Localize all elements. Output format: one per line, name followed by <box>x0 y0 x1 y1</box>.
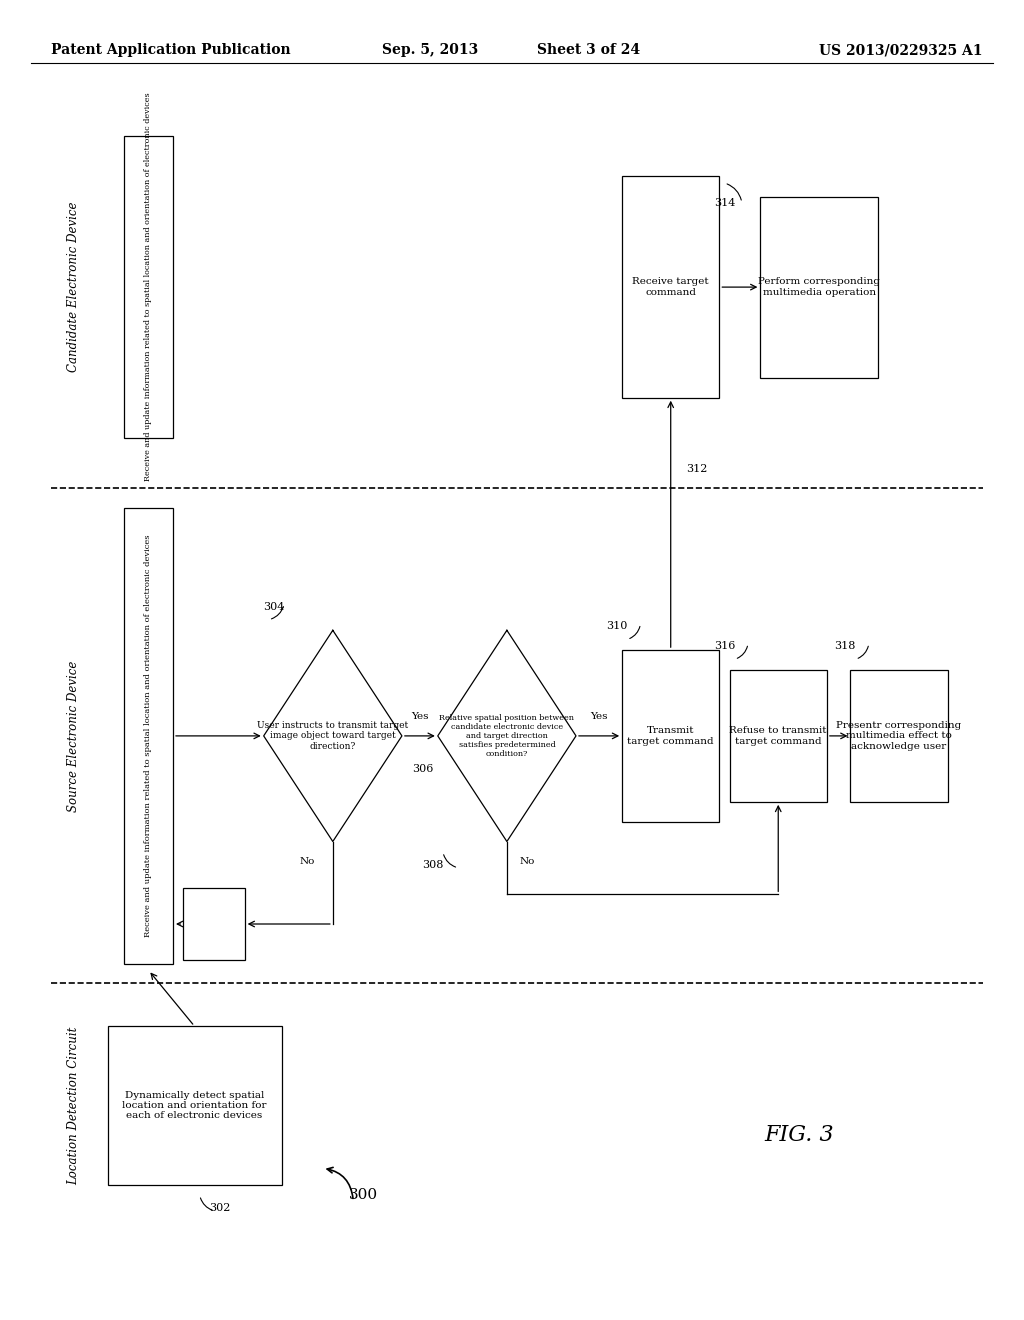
Bar <box>51 86 983 488</box>
Text: Receive and update information related to spatial location and orientation of el: Receive and update information related t… <box>144 535 153 937</box>
Text: User instructs to transmit target
image object toward target
direction?: User instructs to transmit target image … <box>257 721 409 751</box>
Text: Yes: Yes <box>590 711 608 721</box>
Bar <box>760 197 879 378</box>
Text: Presentr corresponding
multimedia effect to
acknowledge user: Presentr corresponding multimedia effect… <box>837 721 962 751</box>
Text: Dynamically detect spatial
location and orientation for
each of electronic devic: Dynamically detect spatial location and … <box>122 1090 267 1121</box>
Text: Location Detection Circuit: Location Detection Circuit <box>68 1027 80 1184</box>
Text: US 2013/0229325 A1: US 2013/0229325 A1 <box>819 44 983 57</box>
Text: Relative spatial position between
candidate electronic device
and target directi: Relative spatial position between candid… <box>439 714 574 758</box>
Text: No: No <box>519 857 536 866</box>
Text: 308: 308 <box>422 861 443 870</box>
Text: Transmit
target command: Transmit target command <box>628 726 714 746</box>
Bar <box>729 669 827 801</box>
Text: Yes: Yes <box>411 711 429 721</box>
Text: FIG. 3: FIG. 3 <box>764 1125 834 1146</box>
Bar <box>623 177 719 397</box>
Text: 316: 316 <box>714 642 735 651</box>
Bar <box>108 1027 282 1185</box>
Text: 302: 302 <box>210 1204 230 1213</box>
Text: 304: 304 <box>263 602 285 611</box>
Text: Receive target
command: Receive target command <box>633 277 709 297</box>
Bar <box>850 669 948 801</box>
Text: 306: 306 <box>412 764 433 774</box>
Bar <box>183 888 245 961</box>
Text: 314: 314 <box>714 198 735 207</box>
Text: 318: 318 <box>835 642 856 651</box>
Text: Sep. 5, 2013: Sep. 5, 2013 <box>382 44 478 57</box>
Bar <box>124 508 173 964</box>
Bar <box>623 649 719 821</box>
Text: Refuse to transmit
target command: Refuse to transmit target command <box>729 726 827 746</box>
Bar <box>124 136 173 438</box>
Text: 300: 300 <box>349 1188 378 1201</box>
Text: Receive and update information related to spatial location and orientation of el: Receive and update information related t… <box>144 92 153 482</box>
Bar <box>51 983 983 1228</box>
Text: 312: 312 <box>686 463 707 474</box>
Text: 310: 310 <box>606 622 628 631</box>
Text: Sheet 3 of 24: Sheet 3 of 24 <box>538 44 640 57</box>
Text: Candidate Electronic Device: Candidate Electronic Device <box>68 202 80 372</box>
Bar <box>51 488 983 983</box>
Text: Perform corresponding
multimedia operation: Perform corresponding multimedia operati… <box>758 277 881 297</box>
Text: No: No <box>299 857 315 866</box>
Text: Patent Application Publication: Patent Application Publication <box>51 44 291 57</box>
Text: Source Electronic Device: Source Electronic Device <box>68 660 80 812</box>
